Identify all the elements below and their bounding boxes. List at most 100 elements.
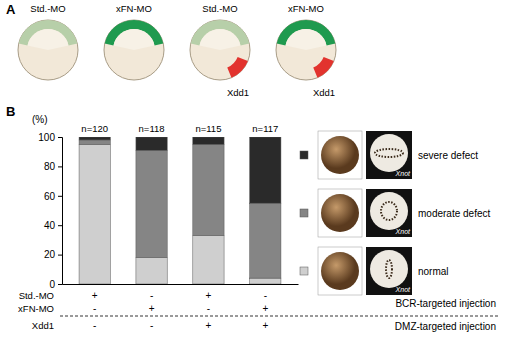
photo-frame [366, 247, 412, 295]
photo-frame [318, 189, 362, 237]
legend-swatch [300, 209, 308, 217]
bar-segment [193, 144, 224, 235]
x-axis [63, 284, 299, 286]
condition-value: + [92, 290, 98, 301]
tick-mark [58, 225, 62, 226]
injection-site [227, 57, 248, 78]
embryo-cavity [114, 29, 155, 50]
condition-value: - [264, 290, 267, 301]
condition-name: Std.-MO [19, 290, 54, 301]
embryo [276, 20, 336, 80]
bar-segment [136, 137, 167, 150]
tick: 100 [38, 132, 62, 143]
group-label: DMZ-targeted injection [395, 321, 496, 332]
photo-frame [366, 131, 412, 179]
photo-label: Xnot [395, 286, 411, 293]
tick-label: 0 [49, 279, 55, 290]
legend-label: moderate defect [418, 208, 490, 219]
bar-segment [193, 235, 224, 284]
tick: 60 [44, 191, 62, 202]
tick-mark [58, 137, 62, 138]
condition-value: + [206, 290, 212, 301]
condition-name: Xdd1 [32, 320, 54, 331]
embryo [190, 20, 250, 80]
injection-site [313, 57, 334, 78]
photo-frame [318, 131, 362, 179]
tick-mark [58, 284, 62, 285]
n-label: n=120 [81, 123, 108, 134]
condition-value: - [150, 290, 153, 301]
axis-line [58, 138, 63, 285]
tick-label: 60 [44, 191, 56, 202]
embryo-body [18, 20, 78, 80]
panel-a: Std.-MO xFN-MO Std.-MO Xdd1 xFN-MO Xdd1 [18, 3, 336, 98]
condition-value: + [149, 303, 155, 314]
legend-swatch [300, 267, 308, 275]
staining [375, 149, 403, 157]
tick: 20 [44, 249, 62, 260]
condition-name: xFN-MO [18, 303, 54, 314]
photo-label: Xnot [395, 228, 411, 235]
panel-label: B [6, 104, 15, 119]
legend-label: normal [418, 266, 449, 277]
n-label: n=117 [252, 123, 278, 134]
embryo-label: Std.-MO [202, 3, 237, 14]
embryo-body [190, 20, 250, 80]
n-label: n=115 [195, 123, 221, 134]
embryo-photo [321, 136, 359, 174]
bar-segment [79, 137, 110, 140]
embryo-label: xFN-MO [116, 3, 152, 14]
embryo-cavity [200, 29, 241, 50]
condition-value: + [206, 320, 212, 331]
tick: 80 [44, 161, 62, 172]
condition-value: - [207, 303, 210, 314]
staining [381, 202, 397, 220]
embryo-cavity [286, 29, 327, 50]
tick-label: 20 [44, 249, 56, 260]
tick-label: 40 [44, 220, 56, 231]
embryo-label: xFN-MO [288, 3, 324, 14]
injection-label: Xdd1 [313, 87, 335, 98]
condition-value: + [262, 320, 268, 331]
tick-mark [58, 255, 62, 256]
embryo-body [104, 20, 164, 80]
embryo-photo [321, 194, 359, 232]
embryo-photo [321, 252, 359, 290]
condition-value: + [262, 303, 268, 314]
injection-label: Xdd1 [227, 87, 249, 98]
condition-value: - [150, 320, 153, 331]
tick-mark [58, 166, 62, 167]
legend-swatch [300, 151, 308, 159]
bar-segment [250, 137, 281, 203]
legend: Xnotsevere defectXnotmoderate defectXnot… [300, 131, 490, 295]
bar-segment [250, 278, 281, 284]
y-axis: 0 20 40 60 80 100 [38, 132, 62, 290]
axis-line [63, 284, 299, 285]
tick-mark [58, 196, 62, 197]
separator [60, 316, 500, 317]
embryo-cavity [28, 29, 69, 50]
figure: ABStd.-MOxFN-MOStd.-MOXdd1xFN-MOXdd10204… [0, 0, 508, 357]
photo-frame [318, 247, 362, 295]
bar-segment [79, 140, 110, 144]
staining [386, 260, 392, 278]
stained-embryo-photo [370, 134, 408, 172]
photo-frame [366, 189, 412, 237]
bars [79, 137, 281, 284]
tick: 40 [44, 220, 62, 231]
bar-segment [79, 144, 110, 284]
photo-label: Xnot [395, 170, 411, 177]
embryo-label: Std.-MO [30, 3, 65, 14]
axis-title: (%) [32, 114, 48, 125]
embryo [18, 20, 78, 80]
embryo-body [276, 20, 336, 80]
n-label: n=118 [139, 123, 165, 134]
condition-value: - [93, 303, 96, 314]
bar-segment [193, 137, 224, 144]
group-label: BCR-targeted injection [395, 298, 496, 309]
condition-value: - [93, 320, 96, 331]
stained-embryo-photo [370, 192, 408, 230]
tick: 0 [49, 279, 62, 290]
bar-segment [136, 150, 167, 257]
embryo [104, 20, 164, 80]
